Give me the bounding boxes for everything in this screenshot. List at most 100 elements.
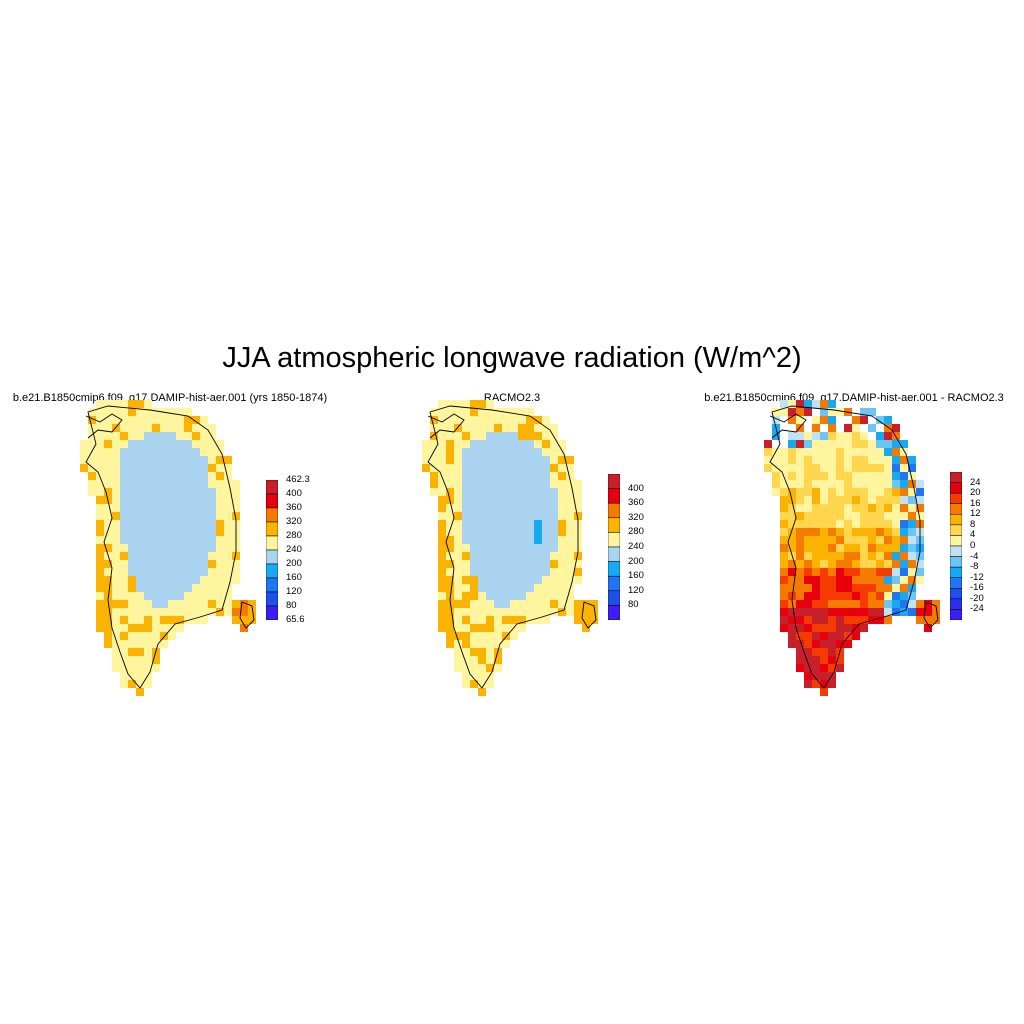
grid-cell — [772, 464, 780, 472]
grid-cell — [168, 608, 176, 616]
colorbar-tick-label: 4 — [970, 529, 976, 541]
grid-cell — [160, 488, 168, 496]
grid-cell — [852, 584, 860, 592]
grid-cell — [780, 416, 788, 424]
grid-cell — [534, 616, 542, 624]
grid-cell — [192, 488, 200, 496]
grid-cell — [804, 584, 812, 592]
grid-cell — [160, 416, 168, 424]
grid-cell — [804, 632, 812, 640]
grid-cell — [574, 552, 582, 560]
grid-cell — [852, 496, 860, 504]
grid-cell — [828, 512, 836, 520]
grid-cell — [478, 424, 486, 432]
grid-cell — [924, 608, 932, 616]
grid-cell — [128, 624, 136, 632]
grid-cell — [820, 472, 828, 480]
colorbar-tick-label: 320 — [628, 511, 644, 523]
grid-cell — [446, 576, 454, 584]
grid-cell — [438, 464, 446, 472]
grid-cell — [120, 608, 128, 616]
grid-cell — [876, 536, 884, 544]
grid-cell — [876, 432, 884, 440]
grid-cell — [820, 536, 828, 544]
grid-cell — [104, 520, 112, 528]
grid-cell — [860, 568, 868, 576]
grid-cell — [876, 480, 884, 488]
grid-cell — [224, 464, 232, 472]
grid-cell — [120, 656, 128, 664]
grid-cell — [446, 544, 454, 552]
grid-cell — [780, 408, 788, 416]
grid-cell — [462, 408, 470, 416]
grid-cell — [454, 632, 462, 640]
grid-cell — [868, 424, 876, 432]
grid-cell — [868, 416, 876, 424]
grid-cell — [462, 424, 470, 432]
grid-cell — [780, 608, 788, 616]
grid-cell — [462, 528, 470, 536]
grid-cell — [788, 432, 796, 440]
grid-cell — [900, 608, 908, 616]
grid-cell — [542, 512, 550, 520]
colorbar-swatch — [265, 521, 279, 537]
grid-cell — [470, 464, 478, 472]
grid-cell — [924, 600, 932, 608]
grid-cell — [812, 520, 820, 528]
grid-cell — [136, 528, 144, 536]
grid-cell — [462, 520, 470, 528]
grid-cell — [510, 528, 518, 536]
grid-cell — [836, 640, 844, 648]
grid-cell — [144, 560, 152, 568]
grid-cell — [200, 592, 208, 600]
grid-cell — [224, 608, 232, 616]
grid-cell — [876, 600, 884, 608]
grid-cell — [860, 600, 868, 608]
grid-cell — [112, 400, 120, 408]
grid-cell — [120, 632, 128, 640]
grid-cell — [844, 552, 852, 560]
grid-cell — [804, 672, 812, 680]
grid-cell — [844, 616, 852, 624]
grid-cell — [836, 512, 844, 520]
grid-cell — [470, 472, 478, 480]
grid-cell — [152, 504, 160, 512]
grid-cell — [176, 520, 184, 528]
grid-cell — [128, 544, 136, 552]
grid-cell — [136, 672, 144, 680]
grid-cell — [788, 424, 796, 432]
grid-cell — [566, 552, 574, 560]
grid-cell — [144, 552, 152, 560]
grid-cell — [876, 448, 884, 456]
grid-cell — [518, 440, 526, 448]
grid-cell — [104, 568, 112, 576]
grid-cell — [796, 424, 804, 432]
grid-cell — [772, 416, 780, 424]
grid-cell — [152, 608, 160, 616]
grid-cell — [160, 600, 168, 608]
grid-cell — [812, 416, 820, 424]
grid-cell — [892, 544, 900, 552]
grid-cell — [120, 560, 128, 568]
grid-cell — [88, 432, 96, 440]
grid-cell — [128, 520, 136, 528]
grid-cell — [438, 584, 446, 592]
grid-cell — [168, 512, 176, 520]
grid-cell — [526, 552, 534, 560]
grid-cell — [892, 576, 900, 584]
grid-cell — [120, 496, 128, 504]
grid-cell — [828, 528, 836, 536]
colorbar-tick-label: 8 — [970, 518, 976, 530]
grid-cell — [494, 576, 502, 584]
grid-cell — [160, 432, 168, 440]
grid-cell — [96, 448, 104, 456]
grid-cell — [542, 528, 550, 536]
grid-cell — [852, 512, 860, 520]
grid-cell — [900, 536, 908, 544]
grid-cell — [558, 560, 566, 568]
grid-cell — [232, 480, 240, 488]
grid-cell — [796, 568, 804, 576]
grid-cell — [510, 488, 518, 496]
grid-cell — [454, 592, 462, 600]
grid-cell — [868, 520, 876, 528]
